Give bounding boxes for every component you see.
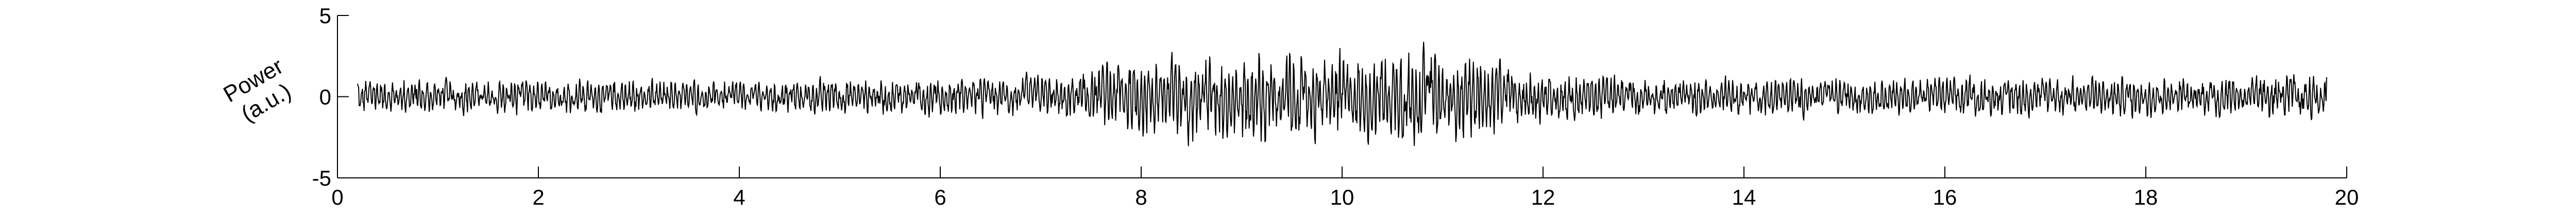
x-tick-label: 18 — [2134, 185, 2158, 209]
y-axis-label: Power (a.u.) — [219, 53, 295, 127]
x-tick-label: 12 — [1531, 185, 1555, 209]
x-tick-label: 20 — [2335, 185, 2359, 209]
x-tick-label: 8 — [1135, 185, 1147, 209]
x-tick-label: 6 — [934, 185, 946, 209]
x-tick-label: 10 — [1330, 185, 1354, 209]
x-tick-label: 2 — [532, 185, 544, 209]
x-tick-label: 0 — [331, 185, 343, 209]
x-tick-label: 4 — [733, 185, 745, 209]
series-line — [357, 41, 2327, 146]
y-ticks: -5 0 5 — [312, 4, 349, 190]
x-ticks: 0 2 4 6 8 10 12 14 16 18 20 — [331, 167, 2359, 209]
x-tick-label: 14 — [1732, 185, 1756, 209]
x-tick-label: 16 — [1933, 185, 1957, 209]
y-tick-label: 5 — [319, 4, 331, 28]
y-tick-label: -5 — [312, 166, 331, 190]
y-tick-label: 0 — [319, 85, 331, 109]
